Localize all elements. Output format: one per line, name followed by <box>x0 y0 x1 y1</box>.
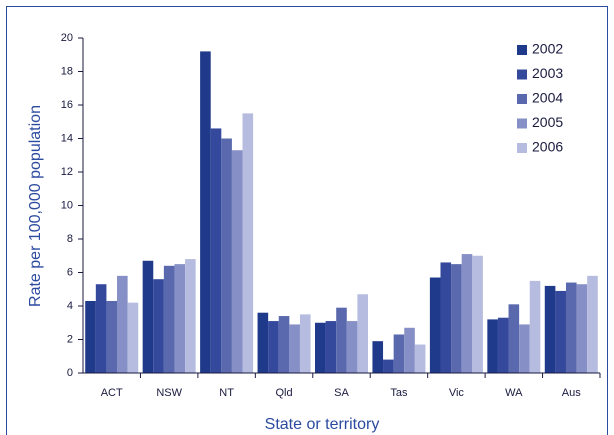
x-tick-label: Tas <box>390 387 408 399</box>
x-tick-label: WA <box>505 387 523 399</box>
bar <box>174 264 186 373</box>
bar <box>268 321 279 373</box>
bar <box>357 294 368 373</box>
y-tick-label: 0 <box>67 367 73 379</box>
bar <box>393 334 405 373</box>
x-tick-label: NSW <box>156 387 182 399</box>
bar <box>587 275 598 373</box>
bar <box>200 51 211 374</box>
bar <box>555 290 566 373</box>
bar <box>429 277 441 373</box>
bar <box>106 300 118 373</box>
x-tick-label: ACT <box>101 387 123 399</box>
bar <box>210 128 222 373</box>
legend-label: 2004 <box>532 90 563 106</box>
legend-swatch <box>517 45 527 55</box>
bar <box>257 312 269 373</box>
y-tick-label: 8 <box>67 233 73 245</box>
bar <box>221 138 232 373</box>
bar <box>519 324 530 373</box>
bar <box>461 254 473 373</box>
bar <box>85 300 96 373</box>
bar <box>242 113 254 373</box>
bar <box>336 307 347 373</box>
y-tick-label: 2 <box>67 333 73 345</box>
legend-label: 2006 <box>532 139 563 155</box>
bar <box>414 344 426 373</box>
y-tick-label: 6 <box>67 266 73 278</box>
frame <box>6 6 608 435</box>
bar <box>127 302 139 373</box>
legend-swatch <box>517 143 527 153</box>
bar <box>325 321 337 373</box>
bar <box>289 324 300 373</box>
bar <box>472 255 483 373</box>
legend-swatch <box>517 94 527 104</box>
bar <box>529 280 541 373</box>
bar <box>346 321 358 373</box>
bar <box>185 259 196 373</box>
x-tick-label: Vic <box>449 387 465 399</box>
bar <box>231 150 243 373</box>
bar <box>404 327 415 373</box>
bar <box>544 285 556 373</box>
legend-swatch <box>517 69 527 80</box>
y-tick-label: 10 <box>61 199 73 211</box>
bar <box>383 359 394 373</box>
x-axis-label: State or territory <box>265 416 380 433</box>
bar <box>117 275 128 373</box>
bar <box>497 317 509 373</box>
bar <box>315 322 326 373</box>
bar <box>299 314 311 373</box>
y-tick-label: 18 <box>61 65 73 77</box>
y-tick-label: 16 <box>61 99 73 111</box>
bar <box>508 304 520 373</box>
x-tick-label: Aus <box>562 387 581 399</box>
y-tick-label: 14 <box>61 132 73 144</box>
y-axis-label: Rate per 100,000 population <box>27 105 44 307</box>
bar <box>278 316 290 373</box>
y-tick-label: 12 <box>61 166 73 178</box>
bar <box>142 260 154 373</box>
x-tick-label: NT <box>219 387 234 399</box>
bar <box>372 341 384 373</box>
y-tick-label: 4 <box>67 300 73 312</box>
legend-label: 2002 <box>532 41 563 57</box>
x-tick-label: SA <box>334 387 349 399</box>
legend-label: 2005 <box>532 114 563 130</box>
bar <box>565 282 577 373</box>
bar <box>576 284 588 373</box>
bar <box>487 319 498 373</box>
bar <box>95 284 107 373</box>
y-tick-label: 20 <box>61 32 73 44</box>
bar <box>440 262 452 373</box>
bar <box>451 264 462 373</box>
legend-label: 2003 <box>532 65 563 81</box>
bar <box>153 279 164 373</box>
x-tick-label: Qld <box>275 387 292 399</box>
bar <box>163 265 175 373</box>
legend-swatch <box>517 118 527 129</box>
